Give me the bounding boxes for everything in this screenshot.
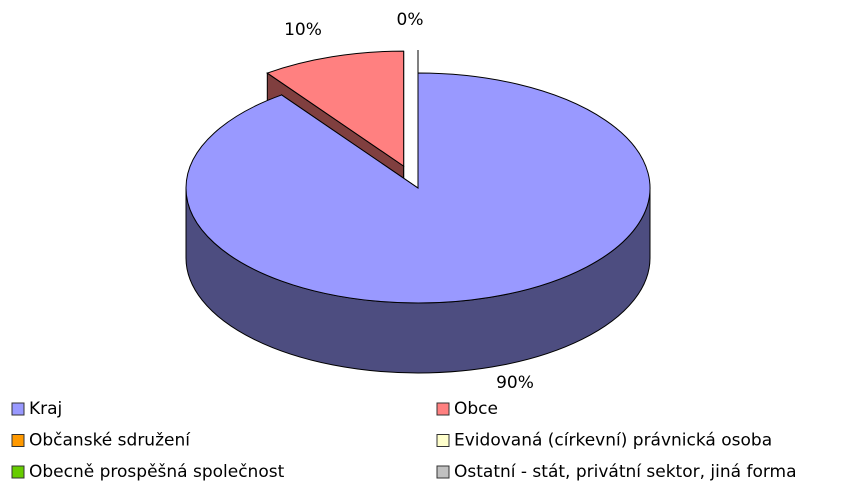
legend-swatch <box>11 465 25 479</box>
legend-label: Kraj <box>29 399 62 419</box>
legend-swatch <box>436 465 450 479</box>
value-label: 10% <box>284 20 322 40</box>
legend-label: Obecně prospěšná společnost <box>29 462 285 482</box>
legend-swatch <box>436 402 450 416</box>
legend-label: Ostatní - stát, privátní sektor, jiná fo… <box>454 462 797 482</box>
legend-label: Občanské sdružení <box>29 431 191 451</box>
legend-swatch <box>11 434 25 447</box>
value-label: 90% <box>496 373 534 393</box>
value-label: 0% <box>397 10 424 30</box>
legend-label: Obce <box>454 399 498 419</box>
legend-label: Evidovaná (církevní) právnická osoba <box>454 431 772 451</box>
legend-swatch <box>11 402 25 416</box>
legend-swatch <box>436 434 450 447</box>
slice <box>266 50 405 168</box>
slice <box>185 72 651 304</box>
